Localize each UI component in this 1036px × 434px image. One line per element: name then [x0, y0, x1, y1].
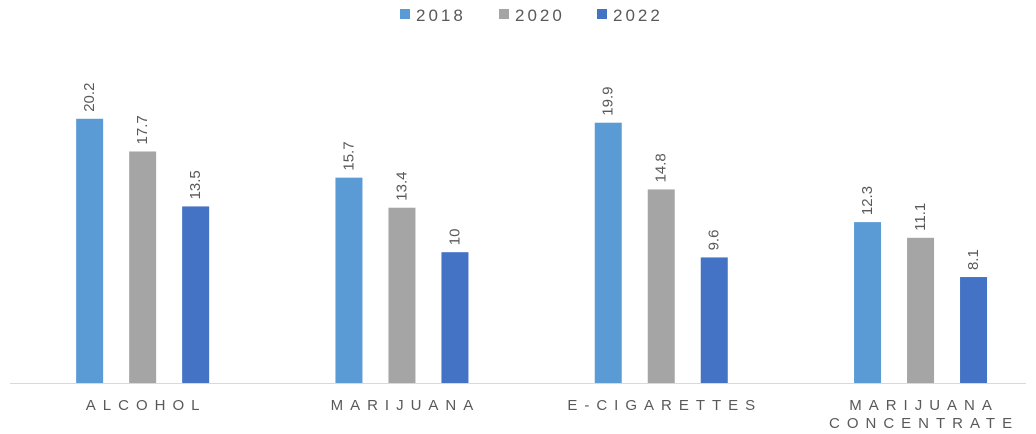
- legend-swatch-2020: [499, 9, 509, 19]
- bar-2022-alcohol: [182, 206, 210, 383]
- legend-label-2022: 2022: [613, 6, 663, 25]
- bar-2018-marijuana-concentrate: [854, 222, 882, 383]
- data-label-2022-marijuana-concentrate: 8.1: [965, 249, 982, 270]
- bar-2022-marijuana: [441, 252, 469, 383]
- legend-swatch-2022: [597, 9, 607, 19]
- bar-2020-e-cigarettes: [647, 189, 675, 383]
- category-label-alcohol: ALCOHOL: [85, 397, 207, 414]
- data-label-2018-e-cigarettes: 19.9: [600, 87, 617, 116]
- bar-2020-marijuana-concentrate: [907, 237, 935, 383]
- legend-label-2018: 2018: [416, 6, 466, 25]
- data-label-2018-marijuana-concentrate: 12.3: [859, 186, 876, 215]
- bar-2018-marijuana: [335, 177, 363, 383]
- data-labels: 20.2 17.7 13.5 15.7 13.4 10 19.9 14.8 9.6 12.3 11.…: [81, 83, 982, 270]
- data-label-2020-alcohol: 17.7: [134, 115, 151, 144]
- legend-item-2018: 2018: [400, 6, 466, 25]
- legend-label-2020: 2020: [515, 6, 565, 25]
- data-label-2022-e-cigarettes: 9.6: [706, 230, 723, 251]
- data-label-2022-alcohol: 13.5: [187, 170, 204, 199]
- bar-2020-marijuana: [388, 207, 416, 383]
- bar-2018-alcohol: [76, 118, 104, 383]
- data-label-2020-e-cigarettes: 14.8: [653, 153, 670, 182]
- bars: [76, 118, 988, 384]
- bar-2022-e-cigarettes: [700, 257, 728, 383]
- bar-2022-marijuana-concentrate: [960, 277, 988, 383]
- data-label-2018-alcohol: 20.2: [81, 83, 98, 112]
- legend-item-2022: 2022: [597, 6, 663, 25]
- data-label-2018-marijuana: 15.7: [340, 141, 357, 170]
- category-label-marijuana-concentrate: MARIJUANA CONCENTRATE: [829, 397, 1020, 432]
- category-label-marijuana: MARIJUANA: [330, 397, 481, 414]
- legend-swatch-2018: [400, 9, 410, 19]
- legend-item-2020: 2020: [499, 6, 565, 25]
- data-label-2020-marijuana: 13.4: [393, 172, 410, 201]
- data-label-2022-marijuana: 10: [446, 229, 463, 246]
- data-label-2020-marijuana-concentrate: 11.1: [912, 203, 929, 231]
- category-label-e-cigarettes: E-CIGARETTES: [567, 397, 763, 414]
- bar-2018-e-cigarettes: [594, 122, 622, 384]
- bar-2020-alcohol: [129, 151, 157, 383]
- legend: 2018 2020 2022: [400, 6, 663, 25]
